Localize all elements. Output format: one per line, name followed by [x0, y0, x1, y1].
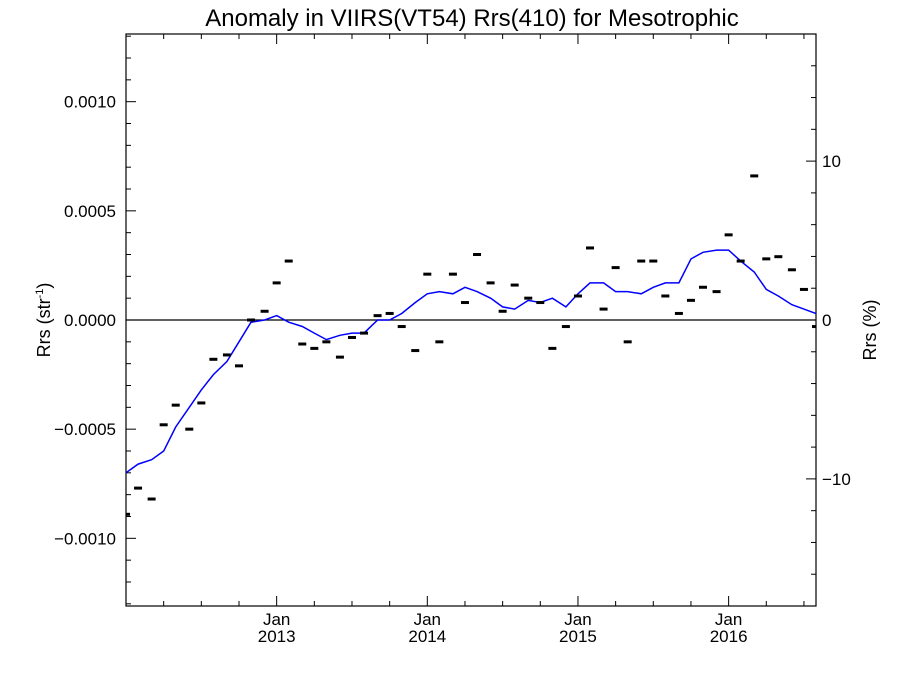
y2-tick-label: −10 [822, 470, 851, 489]
y2-tick-label: 10 [822, 152, 841, 171]
data-point-marker [126, 512, 130, 516]
y-axis-right-title: Rrs (%) [860, 300, 880, 361]
data-point-marker [498, 309, 507, 313]
x-tick-year: 2013 [258, 627, 296, 646]
y-tick-label: 0.0005 [64, 202, 116, 221]
x-tick-year: 2014 [408, 627, 446, 646]
data-point-marker [147, 497, 156, 501]
data-point-marker [272, 281, 281, 285]
data-point-marker [712, 290, 721, 294]
data-point-marker [750, 174, 759, 178]
x-tick-year: 2015 [559, 627, 597, 646]
data-point-marker [222, 353, 231, 357]
data-point-marker [699, 285, 708, 289]
monthly-anomaly-markers [126, 174, 816, 516]
data-point-marker [510, 283, 519, 287]
data-point-marker [322, 340, 331, 344]
smoothed-anomaly-line [126, 249, 816, 474]
data-point-marker [423, 272, 432, 276]
data-point-marker [623, 340, 632, 344]
data-point-marker [460, 301, 469, 305]
data-point-marker [473, 253, 482, 257]
y-tick-label: 0.0000 [64, 311, 116, 330]
data-point-marker [284, 259, 293, 263]
data-point-marker [536, 301, 545, 305]
data-point-marker [335, 355, 344, 359]
x-tick-month: Jan [263, 610, 290, 629]
data-point-marker [209, 357, 218, 361]
data-point-marker [661, 294, 670, 298]
data-point-marker [373, 314, 382, 318]
data-point-marker [385, 311, 394, 315]
data-point-marker [686, 298, 695, 302]
data-point-marker [637, 259, 646, 263]
y-tick-label: −0.0005 [54, 420, 116, 439]
data-point-marker [310, 346, 319, 350]
data-point-marker [360, 331, 369, 335]
data-point-marker [586, 246, 595, 250]
data-point-marker [573, 294, 582, 298]
data-point-marker [197, 401, 206, 405]
x-tick-month: Jan [564, 610, 591, 629]
data-point-marker [599, 307, 608, 311]
data-point-marker [799, 287, 808, 291]
data-point-marker [134, 486, 143, 490]
data-point-marker [762, 257, 771, 261]
chart-title: Anomaly in VIIRS(VT54) Rrs(410) for Meso… [205, 5, 739, 32]
data-point-marker [298, 342, 307, 346]
data-point-marker [171, 403, 180, 407]
data-point-marker [234, 364, 243, 368]
data-point-marker [397, 325, 406, 329]
data-point-marker [435, 340, 444, 344]
y-axis-left: 0.0010 0.0005 0.0000 −0.0005 −0.0010 [54, 35, 136, 605]
data-point-marker [611, 266, 620, 270]
data-point-marker [411, 349, 420, 353]
data-point-marker [486, 281, 495, 285]
y-tick-label: −0.0010 [54, 529, 116, 548]
data-point-marker [736, 259, 745, 263]
data-point-marker [774, 255, 783, 259]
x-tick-month: Jan [414, 610, 441, 629]
data-point-marker [260, 309, 269, 313]
data-point-marker [724, 233, 733, 237]
data-point-marker [448, 272, 457, 276]
data-point-marker [787, 268, 796, 272]
data-point-marker [561, 325, 570, 329]
data-point-marker [524, 296, 533, 300]
x-tick-month: Jan [715, 610, 742, 629]
data-point-marker [548, 346, 557, 350]
data-point-marker [649, 259, 658, 263]
data-point-marker [347, 335, 356, 339]
y-tick-label: 0.0010 [64, 93, 116, 112]
data-point-marker [247, 318, 256, 322]
data-point-marker [159, 423, 168, 427]
data-point-marker [674, 311, 683, 315]
x-tick-year: 2016 [710, 627, 748, 646]
y-axis-left-title: Rrs (str-1) [34, 283, 54, 358]
data-point-marker [185, 427, 194, 431]
data-point-marker [812, 325, 816, 329]
y2-tick-label: 0 [822, 311, 831, 330]
